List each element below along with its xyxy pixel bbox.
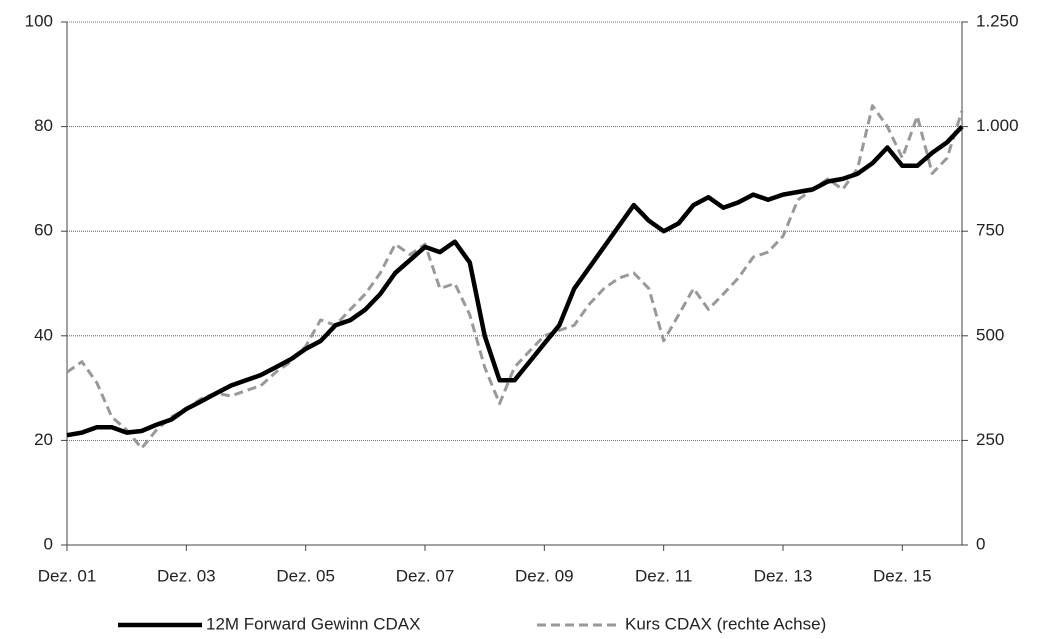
x-tick-label: Dez. 05 [276, 566, 335, 585]
x-tick-label: Dez. 15 [873, 566, 932, 585]
x-tick-label: Dez. 09 [515, 566, 574, 585]
series-line [66, 125, 964, 438]
y-tick-label: 80 [34, 116, 53, 135]
y2-tick-label: 250 [976, 430, 1004, 449]
y2-tick-label: 750 [976, 221, 1004, 240]
x-tick-label: Dez. 01 [38, 566, 97, 585]
x-tick-label: Dez. 07 [396, 566, 455, 585]
y2-tick-label: 0 [976, 534, 985, 553]
y-tick-label: 20 [34, 430, 53, 449]
legend-label: 12M Forward Gewinn CDAX [206, 614, 420, 633]
y-tick-label: 0 [44, 534, 53, 553]
y-tick-label: 40 [34, 325, 53, 344]
series-line [66, 104, 964, 450]
y-tick-label: 60 [34, 221, 53, 240]
x-tick-label: Dez. 03 [157, 566, 216, 585]
y2-tick-label: 500 [976, 325, 1004, 344]
y-tick-label: 100 [25, 11, 53, 30]
y2-tick-label: 1.000 [976, 116, 1019, 135]
legend-label: Kurs CDAX (rechte Achse) [625, 614, 826, 633]
x-tick-label: Dez. 11 [635, 566, 692, 585]
y2-tick-label: 1.250 [976, 11, 1019, 30]
x-tick-label: Dez. 13 [754, 566, 813, 585]
